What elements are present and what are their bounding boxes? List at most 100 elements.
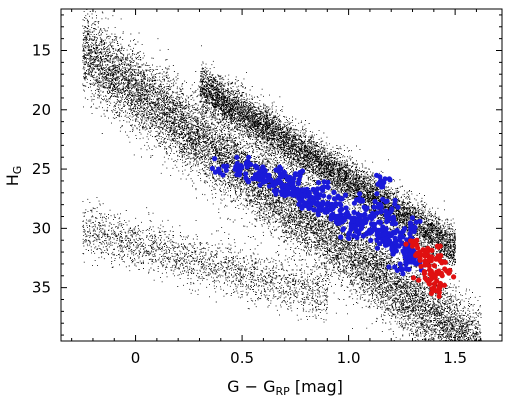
blue-point — [223, 167, 229, 173]
blue-point — [273, 180, 279, 186]
blue-point — [255, 173, 261, 179]
red-point — [416, 277, 422, 283]
blue-point — [409, 215, 415, 221]
blue-point — [361, 204, 367, 210]
blue-point — [290, 192, 296, 198]
red-point — [422, 258, 428, 264]
blue-point — [311, 199, 317, 205]
red-point — [435, 244, 441, 250]
blue-point — [338, 234, 344, 240]
x-axis-label-unit: [mag] — [290, 377, 343, 396]
blue-point — [281, 183, 287, 189]
blue-point — [273, 191, 279, 197]
red-point — [431, 263, 438, 269]
blue-point — [383, 212, 389, 219]
x-axis-label: G − GRP [mag] — [227, 377, 343, 398]
blue-point — [220, 172, 226, 178]
red-point — [421, 269, 427, 275]
red-point — [422, 253, 428, 259]
red-point — [442, 266, 448, 272]
blue-point — [359, 224, 365, 230]
blue-point — [292, 171, 298, 177]
blue-point — [383, 208, 389, 214]
blue-point — [275, 167, 281, 173]
blue-point — [346, 230, 352, 236]
blue-point — [260, 179, 266, 185]
y-axis-label-main: H — [3, 174, 22, 186]
blue-point — [266, 183, 272, 189]
blue-point — [363, 231, 369, 237]
blue-point — [328, 216, 334, 222]
red-point — [435, 253, 441, 259]
blue-point — [238, 163, 244, 169]
red-point — [413, 252, 419, 258]
tick-layer: 0 0.5 1.0 1.5 15 20 25 30 35 — [32, 9, 502, 367]
blue-point — [234, 172, 240, 178]
blue-point — [289, 182, 295, 188]
blue-point — [312, 190, 318, 196]
blue-point — [378, 205, 384, 211]
blue-point — [403, 266, 409, 272]
x-tick-label: 1.5 — [443, 349, 467, 367]
blue-point — [319, 201, 325, 207]
blue-point — [332, 203, 338, 209]
blue-point — [315, 200, 321, 206]
blue-point — [299, 168, 306, 174]
blue-point — [376, 180, 382, 186]
blue-point — [236, 167, 242, 173]
blue-point — [321, 179, 327, 185]
blue-point — [221, 163, 227, 169]
y-tick-label: 25 — [32, 160, 51, 178]
blue-point — [368, 227, 374, 233]
blue-point — [397, 261, 403, 267]
x-tick-label: 0.5 — [230, 349, 254, 367]
blue-point — [372, 198, 378, 205]
blue-point — [376, 241, 383, 247]
blue-point — [382, 236, 388, 242]
blue-point — [400, 271, 406, 277]
blue-point — [296, 177, 302, 183]
blue-point — [382, 242, 389, 248]
blue-point — [252, 163, 258, 169]
red-point — [432, 272, 438, 278]
blue-point — [257, 182, 263, 188]
blue-point — [378, 227, 384, 233]
blue-point — [395, 242, 401, 249]
red-point — [428, 290, 434, 296]
blue-point — [209, 165, 215, 171]
blue-point — [394, 227, 400, 233]
blue-point — [398, 230, 404, 236]
blue-point — [262, 168, 268, 174]
blue-point — [356, 229, 362, 235]
x-axis-label-subscript: RP — [275, 385, 290, 398]
blue-point — [331, 196, 337, 202]
blue-point — [339, 206, 345, 212]
red-point — [414, 242, 420, 248]
blue-point — [300, 187, 306, 193]
blue-point — [371, 204, 377, 210]
blue-point — [243, 171, 249, 177]
blue-point — [322, 209, 328, 215]
red-point — [422, 249, 429, 255]
blue-point — [392, 197, 398, 203]
blue-point — [374, 191, 380, 197]
blue-point — [339, 196, 345, 202]
red-point — [410, 275, 417, 281]
blue-point — [382, 230, 388, 237]
y-axis-label-subscript: G — [11, 166, 24, 175]
blue-point — [390, 249, 396, 255]
blue-point — [380, 196, 386, 202]
blue-point — [394, 267, 400, 273]
red-point — [436, 293, 442, 299]
red-point — [426, 281, 433, 287]
blue-point — [400, 248, 406, 254]
blue-point — [387, 177, 393, 183]
blue-point — [374, 172, 380, 178]
blue-point — [354, 234, 360, 241]
blue-point — [407, 251, 413, 257]
red-point — [426, 263, 432, 269]
blue-point — [351, 209, 357, 215]
blue-point — [343, 205, 349, 211]
red-point — [429, 247, 435, 253]
blue-point — [315, 186, 321, 192]
